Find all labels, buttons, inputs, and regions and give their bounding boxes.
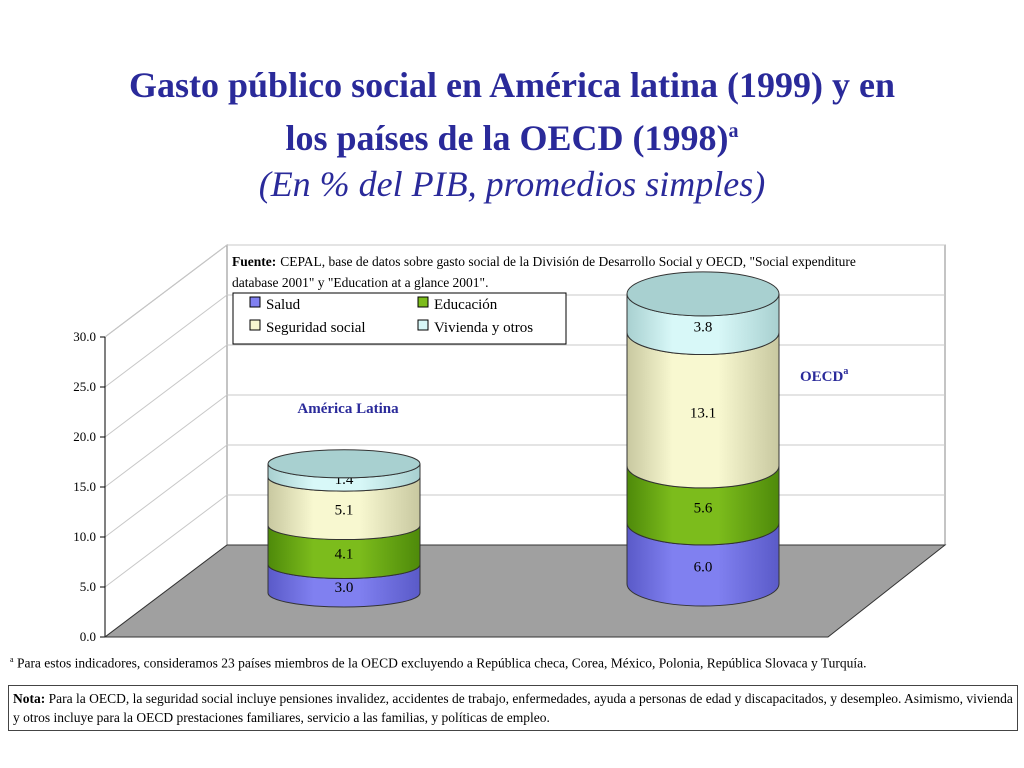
legend-label: Seguridad social — [266, 320, 366, 336]
gridline — [104, 244, 945, 338]
source-box: Fuente: CEPAL, base de datos sobre gasto … — [232, 254, 856, 290]
footnote-text: Para estos indicadores, consideramos 23 … — [16, 655, 867, 671]
y-tick-label: 20.0 — [73, 429, 96, 444]
note-box: Nota: Para la OECD, la seguridad social … — [8, 685, 1018, 731]
value-label-1-2: 13.1 — [690, 405, 716, 421]
value-label-1-3: 3.8 — [694, 319, 713, 335]
chart-subtitle: (En % del PIB, promedios simples) — [258, 164, 766, 204]
chart-floor — [103, 544, 947, 638]
value-label-1-1: 5.6 — [694, 501, 713, 517]
source-text-1: CEPAL, base de datos sobre gasto social … — [280, 254, 856, 269]
legend-label: Salud — [266, 297, 301, 313]
y-tick-label: 25.0 — [73, 379, 96, 394]
category-label-oecd-text: OECD — [800, 369, 844, 385]
chart-title: Gasto público social en América latina (… — [0, 62, 1024, 207]
footnote: a Para estos indicadores, consideramos 2… — [10, 655, 1020, 672]
category-label-oecd: OECDa — [800, 366, 848, 385]
legend-label: Educación — [434, 297, 498, 313]
chart-bars: 3.04.15.11.46.05.613.13.8 — [267, 271, 780, 608]
legend-box — [232, 292, 567, 345]
legend: Salud Educación Seguridad social Vivienda y… — [232, 292, 567, 345]
title-line-1: Gasto público social en América latina (… — [129, 65, 895, 105]
note-text: Para la OECD, la seguridad social incluy… — [13, 691, 1013, 725]
y-axis-tick-labels: 0.0 5.0 10.0 15.0 20.0 25.0 30.0 — [73, 329, 96, 644]
source-line-2: database 2001" y "Education at a glance … — [232, 275, 488, 290]
value-label-0-0: 3.0 — [335, 580, 354, 596]
y-tick-label: 10.0 — [73, 529, 96, 544]
legend-swatch — [417, 296, 429, 308]
legend-swatch — [249, 319, 261, 331]
title-superscript: a — [728, 120, 739, 142]
note-label: Nota: — [13, 691, 46, 706]
source-label: Fuente: — [232, 254, 276, 269]
y-tick-label: 15.0 — [73, 479, 96, 494]
legend-items: Salud Educación Seguridad social Vivienda y… — [249, 296, 533, 336]
legend-swatch — [417, 319, 429, 331]
cylinder-top-1 — [626, 271, 780, 317]
category-label-oecd-sup: a — [843, 366, 848, 377]
value-label-0-1: 4.1 — [335, 546, 354, 562]
title-line-2-text: los países de la OECD (1998) — [285, 118, 729, 158]
footnote-marker: a — [10, 655, 14, 664]
value-label-0-2: 5.1 — [335, 503, 354, 519]
legend-swatch — [249, 296, 261, 308]
source-line-1: Fuente: CEPAL, base de datos sobre gasto … — [232, 254, 856, 269]
category-label-america-latina: América Latina — [297, 401, 399, 417]
title-line-2: los países de la OECD (1998)a — [0, 108, 1024, 161]
cylinder-top-0 — [267, 449, 421, 479]
value-label-1-0: 6.0 — [694, 560, 713, 576]
legend-label: Vivienda y otros — [434, 320, 533, 336]
y-tick-label: 5.0 — [80, 579, 96, 594]
stacked-cylinder-chart: 3.04.15.11.46.05.613.13.8 0.05.010.015.0… — [73, 243, 947, 644]
y-tick-label: 30.0 — [73, 329, 96, 344]
y-tick-label: 0.0 — [80, 629, 96, 644]
